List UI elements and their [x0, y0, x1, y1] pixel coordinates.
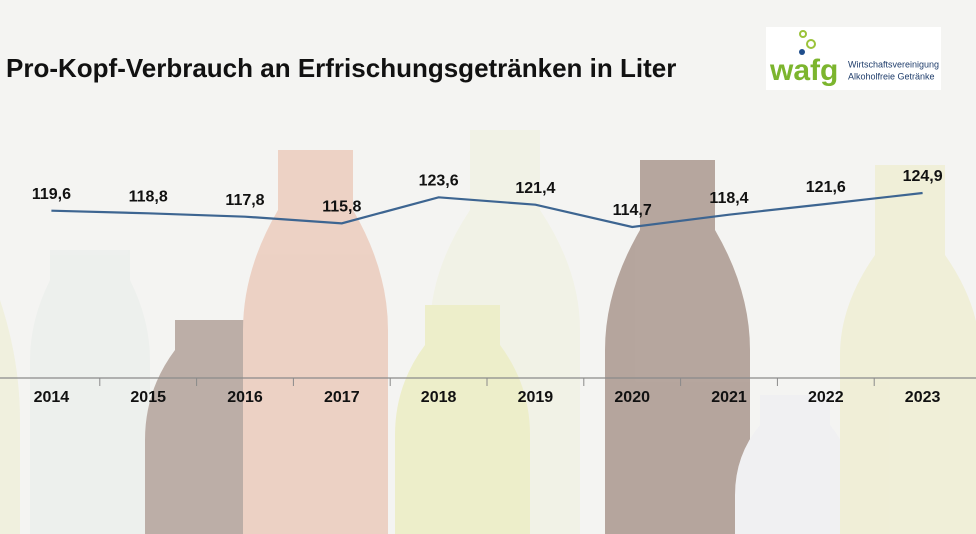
data-label: 119,6	[32, 186, 71, 203]
logo-bubble	[799, 30, 807, 38]
data-label: 123,6	[419, 173, 459, 190]
logo-text: wafg	[769, 54, 838, 87]
x-tick-label: 2017	[324, 389, 360, 406]
data-label: 118,4	[709, 190, 748, 207]
bottle-decoration	[0, 130, 976, 534]
x-tick-label: 2018	[421, 389, 457, 406]
data-label: 118,8	[129, 189, 168, 206]
x-tick-label: 2023	[905, 389, 941, 406]
data-label: 121,6	[806, 179, 846, 196]
logo: wafg Wirtschaftsvereinigung Alkoholfreie…	[766, 27, 941, 90]
data-line	[51, 191, 923, 229]
chart-title: Pro-Kopf-Verbrauch an Erfrischungsgeträn…	[6, 53, 676, 83]
x-tick-label: 2014	[34, 389, 70, 406]
data-label: 124,9	[903, 168, 943, 185]
data-label: 121,4	[515, 180, 555, 197]
logo-subtitle: Alkoholfreie Getränke	[848, 71, 935, 81]
data-label: 114,7	[613, 202, 652, 219]
x-tick-label: 2016	[227, 389, 263, 406]
x-tick-label: 2020	[614, 389, 650, 406]
logo-bubble	[799, 49, 805, 55]
x-tick-label: 2021	[711, 389, 747, 406]
logo-subtitle: Wirtschaftsvereinigung	[848, 59, 939, 69]
x-tick-label: 2022	[808, 389, 844, 406]
x-tick-label: 2019	[518, 389, 554, 406]
logo-bubble	[806, 39, 816, 49]
logo-box	[766, 27, 941, 90]
data-label: 115,8	[322, 199, 361, 216]
data-label: 117,8	[225, 192, 264, 209]
x-tick-label: 2015	[130, 389, 166, 406]
